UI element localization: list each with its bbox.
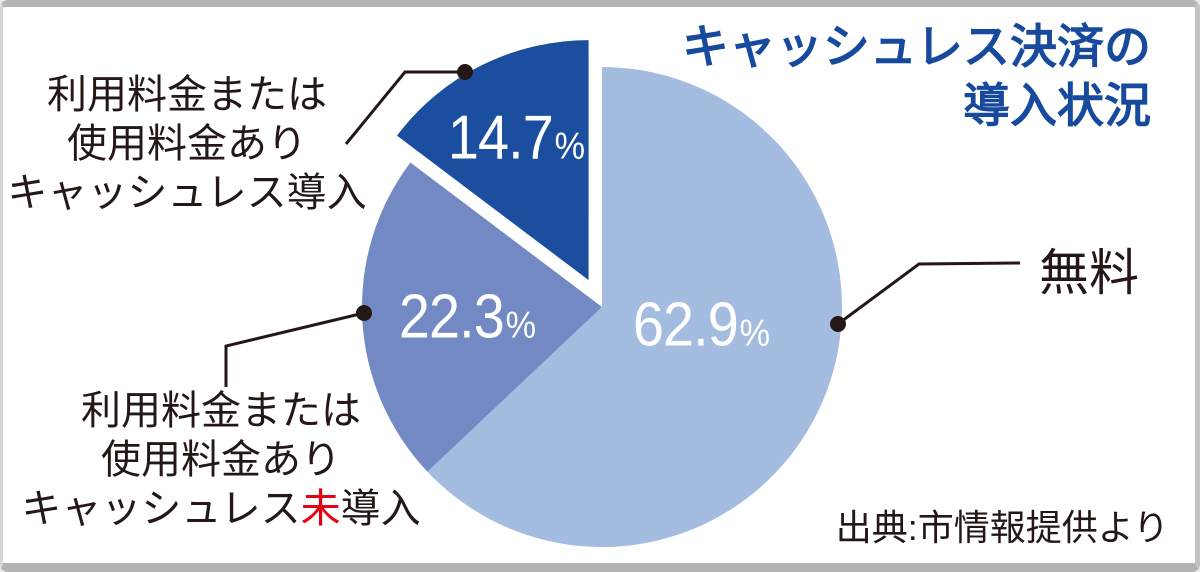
pie-value-free: 62.9% [632,290,770,361]
leader-dot-free [830,316,846,332]
leader-line-paid-introduced [344,70,465,145]
label-paid-introduced-line1: 利用料金または [47,73,327,117]
source-credit: 出典:市情報提供より [835,507,1169,548]
leader-dot-paid-introduced [457,64,473,80]
label-paid-introduced-line3: キャッシュレス導入 [7,171,367,215]
pie-value-paid-not-introduced-number: 22.3 [398,282,505,352]
chart-title: キャッシュレス決済の 導入状況 [682,17,1151,135]
chart-title-line2: 導入状況 [963,79,1151,132]
label-line3-highlight-red: 未 [300,487,341,531]
label-free: 無料 [1039,245,1139,301]
pie-value-paid-introduced-unit: % [554,125,585,168]
label-paid-introduced: 利用料金または 使用料金あり キャッシュレス導入 [3,71,371,218]
label-paid-not-introduced-line3: キャッシュレス未導入 [3,485,439,534]
pie-value-paid-not-introduced-unit: % [505,304,536,347]
pie-slice-2 [397,40,589,281]
label-line3-suffix: 導入 [340,487,421,531]
chart-title-line1: キャッシュレス決済の [681,20,1151,73]
leader-line-free [837,261,1021,326]
pie-value-paid-introduced: 14.7% [447,103,585,174]
pie-slice-1 [361,162,602,472]
pie-value-paid-introduced-number: 14.7 [447,103,554,173]
label-paid-not-introduced: 利用料金または 使用料金あり キャッシュレス未導入 [3,387,439,534]
pie-chart-svg [224,40,1021,547]
label-line3-prefix: キャッシュレス [21,487,301,531]
pie-value-free-unit: % [739,312,770,355]
label-paid-not-introduced-line2: 使用料金あり [101,438,341,482]
pie-slices [361,40,842,547]
pie-value-free-number: 62.9 [632,290,739,360]
pie-slice-0 [427,67,842,547]
label-paid-not-introduced-line1: 利用料金または [81,389,361,433]
label-paid-introduced-line2: 使用料金あり [67,122,307,166]
pie-value-paid-not-introduced: 22.3% [398,282,536,353]
leader-line-paid-not-introduced [224,311,365,387]
leader-dot-paid-not-introduced [356,305,372,321]
